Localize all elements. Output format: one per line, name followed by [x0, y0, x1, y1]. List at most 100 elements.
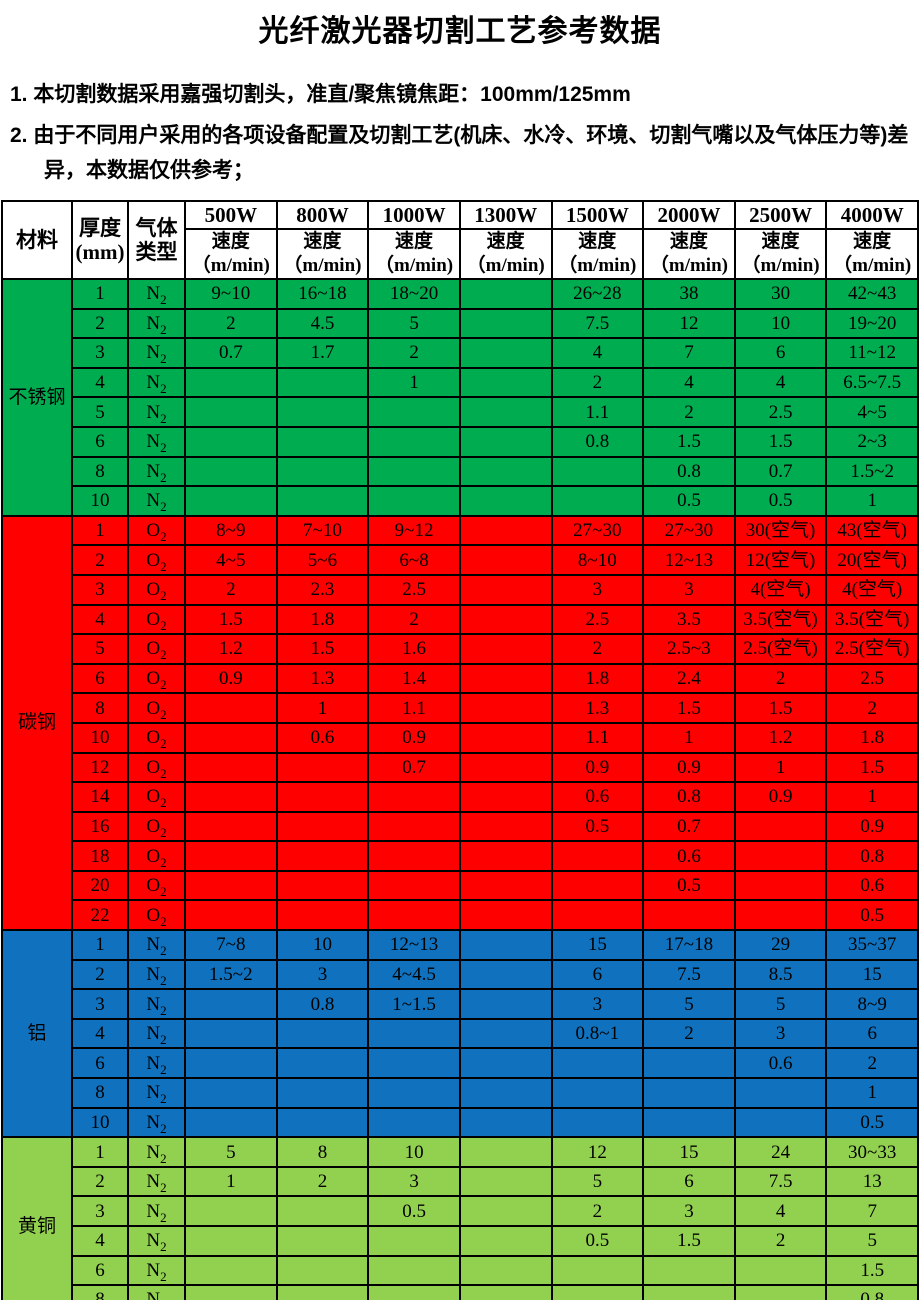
gas-cell: N2 [127, 1195, 186, 1227]
speed-cell: 1.5 [825, 1254, 919, 1287]
speed-cell: 1.8 [825, 721, 919, 754]
speed-cell [275, 840, 370, 872]
speed-cell: 5 [642, 988, 736, 1020]
speed-cell: 30(空气) [733, 514, 828, 547]
thickness-header-line2: (mm) [75, 240, 125, 264]
speed-cell: 0.6 [275, 721, 370, 754]
speed-column-header: 速度 （m/min) [184, 228, 278, 280]
speed-cell: 1.5 [733, 425, 828, 458]
speed-cell: 4 [733, 366, 828, 399]
speed-cell: 43(空气) [825, 514, 919, 547]
speed-cell: 2.5 [733, 396, 828, 428]
speed-cell: 7.5 [642, 958, 736, 991]
speed-cell [184, 396, 278, 428]
speed-cell: 1.5 [733, 692, 828, 724]
gas-cell: O2 [127, 781, 186, 813]
speed-cell: 2 [184, 307, 278, 340]
power-header-row: 材料 厚度 (mm) 气体 类型 500W 800W 1000W 1300W 1500W 20… [1, 200, 919, 280]
speed-cell: 6~8 [367, 544, 461, 576]
speed-cell: 0.8 [825, 840, 919, 872]
speed-column-header: 速度 （m/min) [642, 228, 736, 280]
speed-cell: 1~1.5 [367, 988, 461, 1020]
speed-cell: 10 [733, 307, 828, 340]
speed-cell [184, 485, 278, 517]
speed-cell [184, 721, 278, 754]
speed-cell [184, 1225, 278, 1257]
thickness-cell: 22 [71, 899, 129, 932]
speed-cell: 4~5 [184, 544, 278, 576]
gas-cell: O2 [127, 840, 186, 872]
gas-cell: N2 [127, 366, 186, 399]
table-row: 4 N2 0.8~1 2 3 6 [2, 1017, 919, 1050]
speed-cell: 0.8 [642, 781, 736, 813]
speed-cell: 0.5 [642, 485, 736, 517]
speed-cell: 2 [367, 603, 461, 636]
speed-label: 速度 [211, 231, 250, 252]
thickness-cell: 1 [71, 1136, 129, 1168]
speed-cell [184, 1047, 278, 1080]
material-cell: 不锈钢 [1, 278, 73, 517]
speed-unit: （m/min) [741, 255, 820, 276]
speed-cell [458, 307, 553, 340]
speed-cell: 3 [642, 573, 736, 606]
speed-cell: 4 [550, 337, 645, 369]
thickness-cell: 3 [71, 573, 129, 606]
speed-cell [458, 1254, 553, 1287]
speed-cell: 1 [825, 781, 919, 813]
gas-cell: N2 [127, 1284, 186, 1300]
speed-cell [458, 958, 553, 991]
thickness-cell: 4 [71, 366, 129, 399]
speed-cell [367, 781, 461, 813]
speed-cell: 2 [550, 366, 645, 399]
speed-cell [184, 455, 278, 488]
speed-cell: 1.3 [550, 692, 645, 724]
speed-cell: 2.5(空气) [825, 633, 919, 665]
speed-cell [458, 455, 553, 488]
speed-cell: 8~9 [184, 514, 278, 547]
speed-cell: 24 [733, 1136, 828, 1168]
speed-cell: 8~9 [825, 988, 919, 1020]
speed-cell: 1.5 [642, 425, 736, 458]
table-row: 2 O2 4~5 5~6 6~8 8~10 12~13 12(空气) 20(空气) [2, 544, 919, 576]
speed-cell [458, 337, 553, 369]
speed-cell: 0.8 [550, 425, 645, 458]
speed-cell [458, 751, 553, 784]
speed-cell: 5 [367, 307, 461, 340]
speed-cell: 0.5 [550, 1225, 645, 1257]
speed-cell: 1 [733, 751, 828, 784]
speed-cell: 0.8 [275, 988, 370, 1020]
material-cell: 铝 [1, 929, 73, 1139]
speed-cell: 2.5 [367, 573, 461, 606]
speed-cell [275, 899, 370, 932]
speed-cell [733, 1254, 828, 1287]
speed-cell [550, 869, 645, 902]
speed-cell [458, 278, 553, 310]
power-column-header: 2000W [642, 200, 736, 230]
speed-cell: 4~4.5 [367, 958, 461, 991]
speed-cell [184, 988, 278, 1020]
thickness-cell: 6 [71, 1254, 129, 1287]
table-row: 碳钢 1 O2 8~9 7~10 9~12 27~30 27~30 30(空气) 43(空气) [1, 514, 919, 932]
speed-cell: 11~12 [825, 337, 919, 369]
speed-cell [184, 1017, 278, 1050]
speed-cell: 9~10 [184, 278, 278, 310]
table-row: 20 O2 0.5 0.6 [2, 869, 919, 902]
table-row: 8 O2 1 1.1 1.3 1.5 1.5 2 [2, 692, 919, 724]
speed-cell: 1.5 [275, 633, 370, 665]
speed-cell [275, 1254, 370, 1287]
speed-cell: 12 [642, 307, 736, 340]
speed-cell [458, 1047, 553, 1080]
gas-cell: N2 [127, 958, 186, 991]
speed-cell: 4~5 [825, 396, 919, 428]
thickness-cell: 12 [71, 751, 129, 784]
speed-cell [642, 1254, 736, 1287]
thickness-cell: 4 [71, 1017, 129, 1050]
speed-cell [367, 1017, 461, 1050]
speed-cell: 19~20 [825, 307, 919, 340]
speed-cell: 0.9 [642, 751, 736, 784]
gas-cell: O2 [127, 662, 186, 695]
speed-cell [458, 425, 553, 458]
thickness-cell: 6 [71, 1047, 129, 1080]
speed-cell [458, 692, 553, 724]
speed-cell: 0.5 [550, 810, 645, 843]
